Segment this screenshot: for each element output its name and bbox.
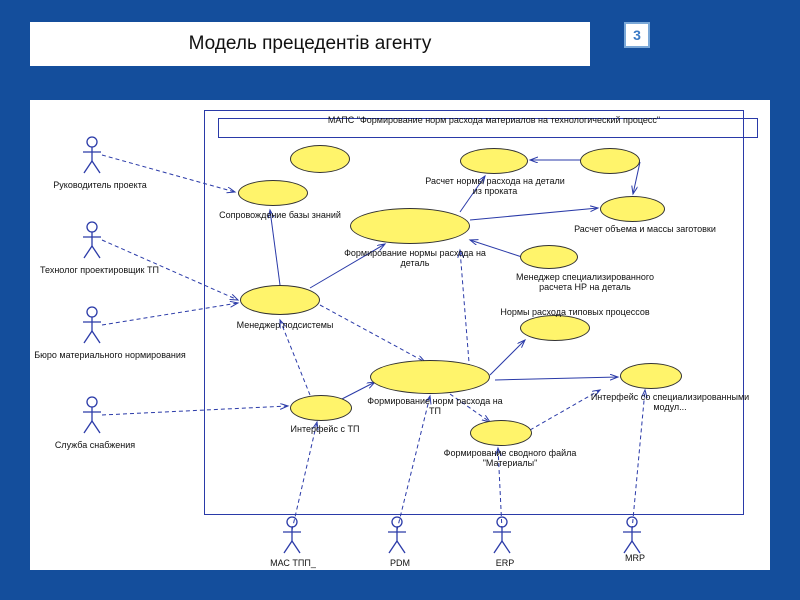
diagram-canvas: МАПС "Формирование норм расхода материал… bbox=[30, 100, 770, 570]
actor-label: Служба снабжения bbox=[45, 440, 145, 450]
actor-label: Технолог проектировщик ТП bbox=[32, 265, 167, 275]
usecase-label: Интерфейс со специализированными модул..… bbox=[590, 392, 750, 413]
actor-icon bbox=[80, 305, 104, 345]
usecase-ellipse bbox=[520, 245, 578, 269]
actor-label: Бюро материального нормирования bbox=[30, 350, 190, 360]
system-boundary-title: МАПС "Формирование норм расхода материал… bbox=[284, 115, 704, 125]
usecase-label: Сопровождение базы знаний bbox=[215, 210, 345, 220]
actor-icon bbox=[385, 515, 409, 555]
actor-icon bbox=[280, 515, 304, 555]
usecase-label: Расчет нормы расхода на детали из прокат… bbox=[420, 176, 570, 197]
usecase-ellipse bbox=[470, 420, 532, 446]
actor-label: Руководитель проекта bbox=[40, 180, 160, 190]
usecase-label: Расчет объема и массы заготовки bbox=[560, 224, 730, 234]
usecase-ellipse bbox=[240, 285, 320, 315]
usecase-label: Нормы расхода типовых процессов bbox=[490, 307, 660, 317]
actor-icon bbox=[620, 515, 644, 555]
actor-icon bbox=[80, 135, 104, 175]
usecase-label: Формирование нормы расхода на деталь bbox=[340, 248, 490, 269]
usecase-ellipse bbox=[370, 360, 490, 394]
usecase-ellipse bbox=[290, 395, 352, 421]
usecase-ellipse bbox=[520, 315, 590, 341]
usecase-ellipse bbox=[460, 148, 528, 174]
actor-icon bbox=[490, 515, 514, 555]
usecase-ellipse bbox=[580, 148, 640, 174]
usecase-label: Интерфейс с ТП bbox=[280, 424, 370, 434]
usecase-ellipse bbox=[600, 196, 665, 222]
page-number: 3 bbox=[624, 22, 650, 48]
usecase-label: Формирование сводного файла "Материалы" bbox=[430, 448, 590, 469]
usecase-ellipse bbox=[620, 363, 682, 389]
actor-label: МАС ТПП_ bbox=[258, 558, 328, 568]
slide-title: Модель прецедентів агенту bbox=[30, 22, 590, 66]
actor-label: PDM bbox=[375, 558, 425, 568]
usecase-ellipse bbox=[238, 180, 308, 206]
usecase-label: Менеджер подсистемы bbox=[225, 320, 345, 330]
actor-label: MRP bbox=[610, 553, 660, 563]
usecase-label: Формирование норм расхода на ТП bbox=[365, 396, 505, 417]
actor-label: ERP bbox=[480, 558, 530, 568]
usecase-label: Менеджер специализированного расчета НР … bbox=[500, 272, 670, 293]
actor-icon bbox=[80, 220, 104, 260]
usecase-ellipse bbox=[350, 208, 470, 244]
usecase-ellipse bbox=[290, 145, 350, 173]
actor-icon bbox=[80, 395, 104, 435]
